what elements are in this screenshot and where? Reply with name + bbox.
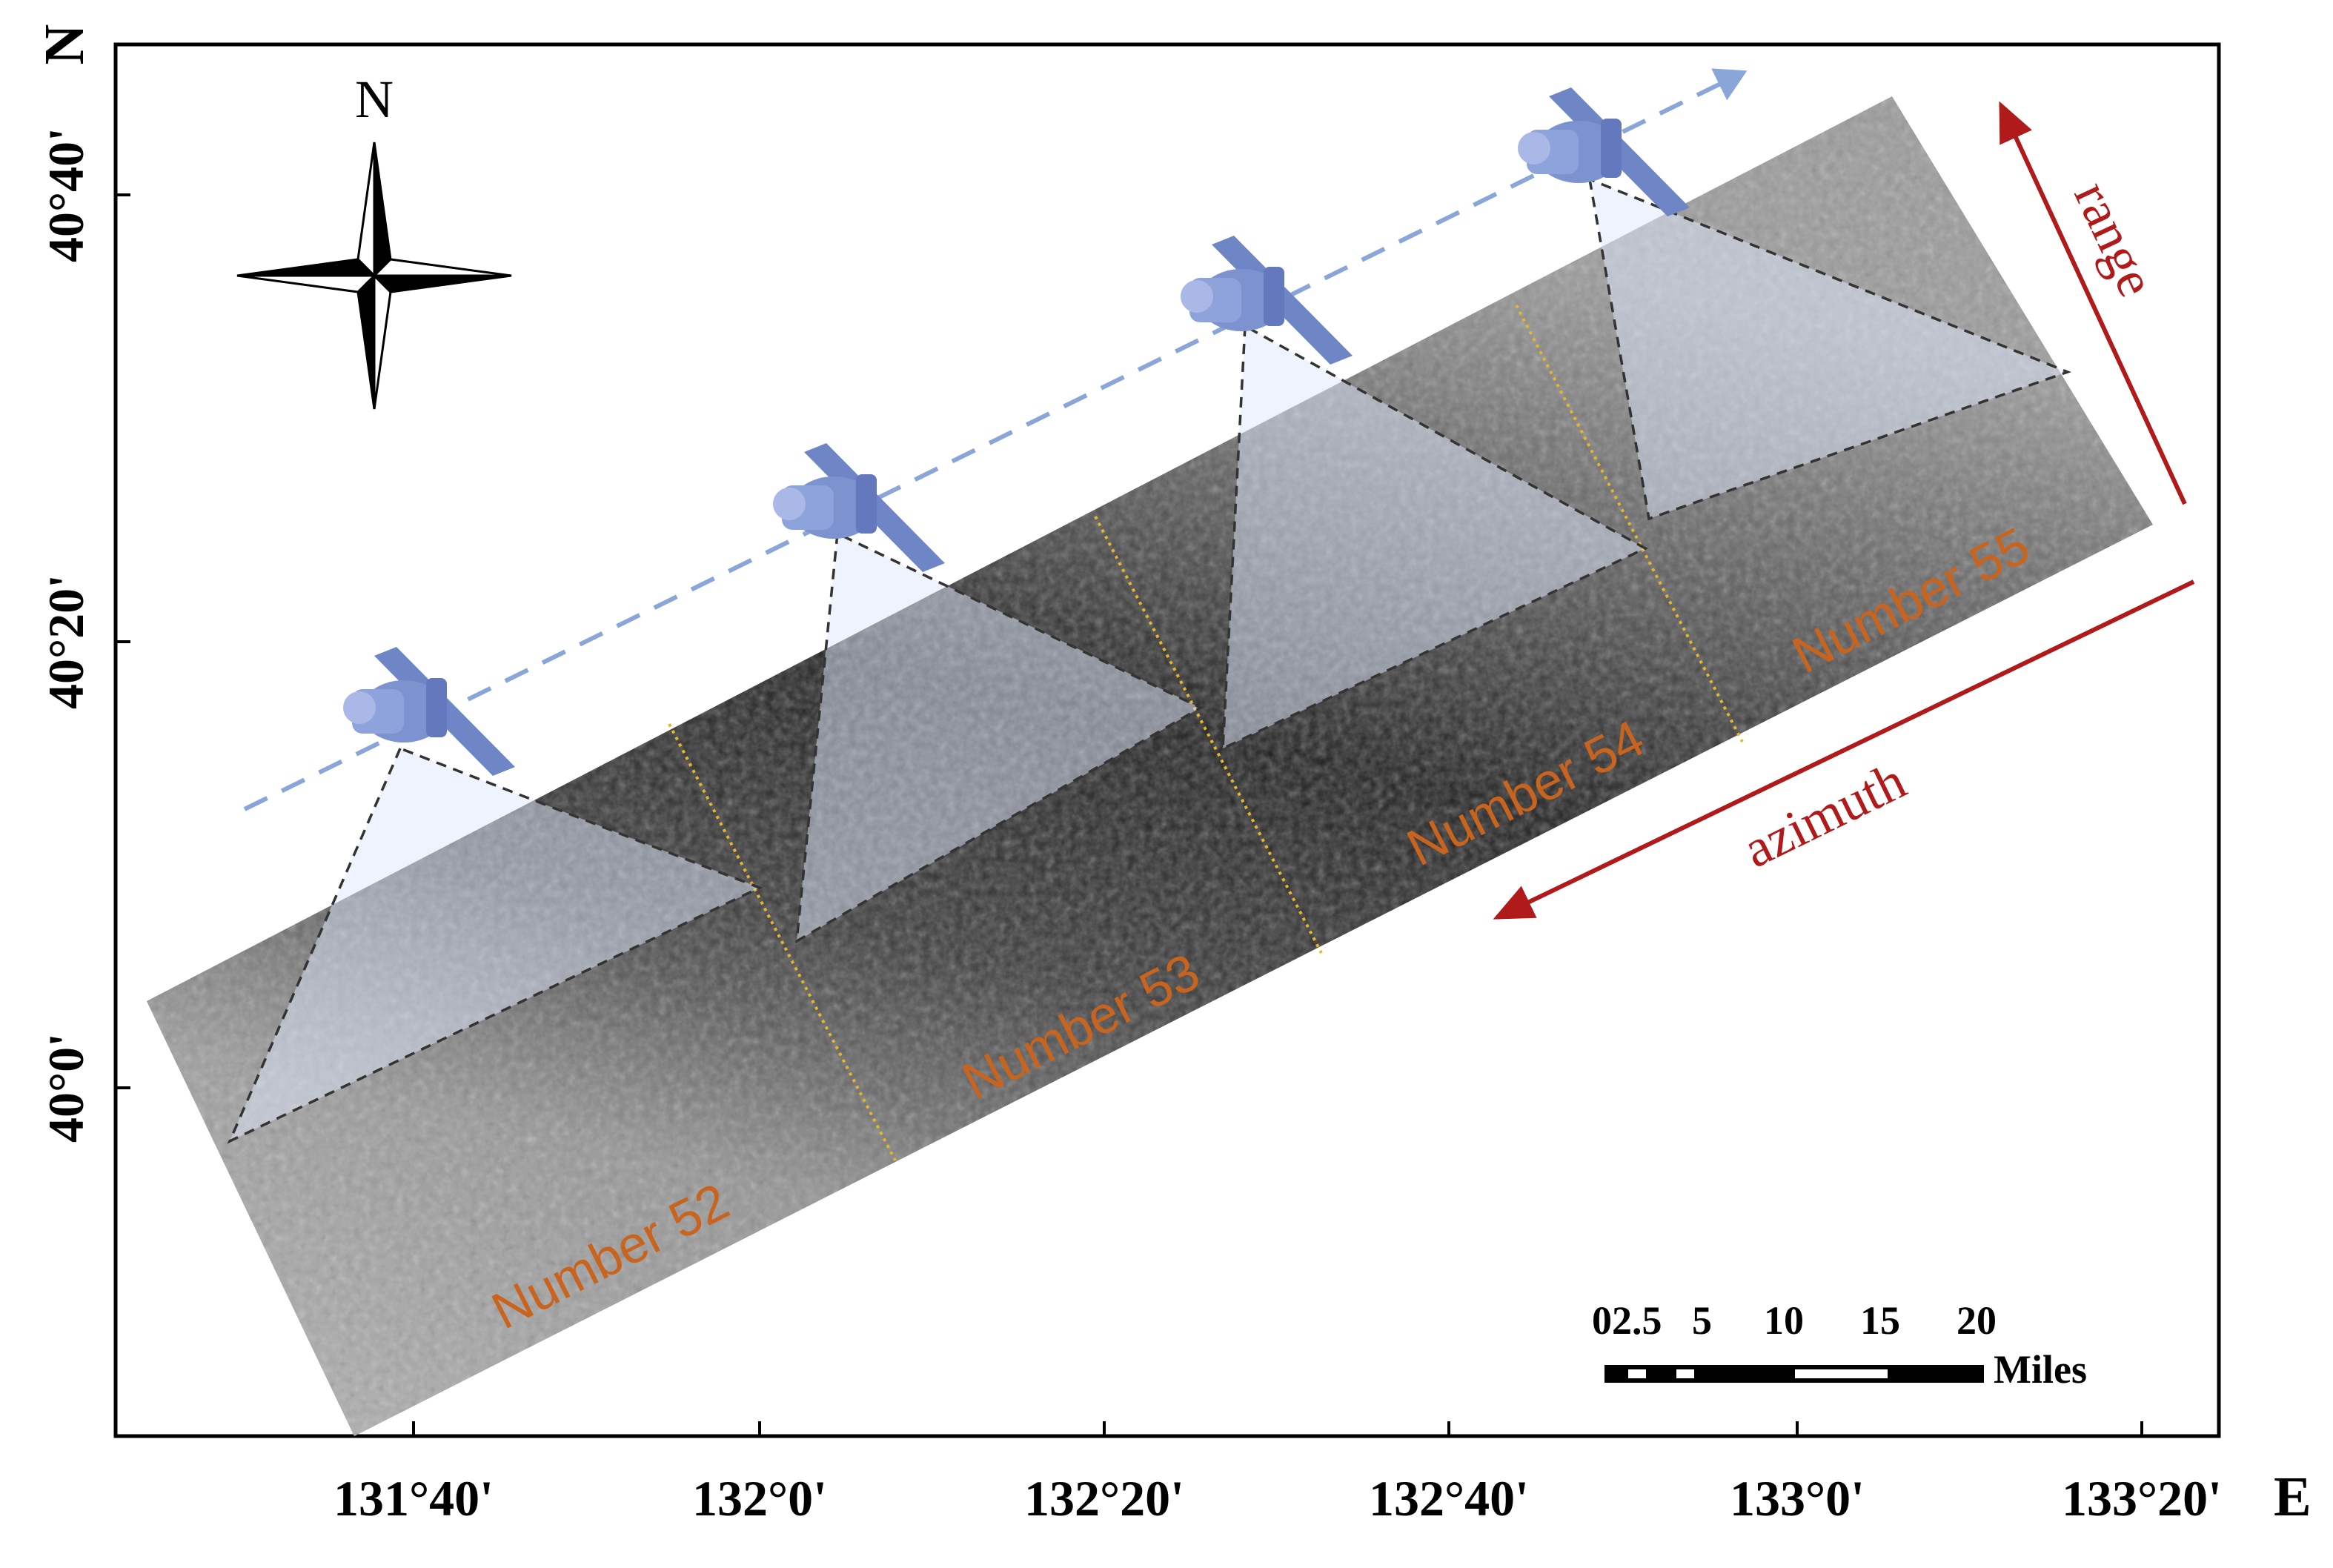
north-label: N (355, 70, 394, 129)
scale-bar-segment (1628, 1369, 1646, 1378)
satellite-icon (773, 443, 945, 572)
azimuth-arrow (1493, 579, 2195, 920)
y-axis-letter: N (33, 24, 96, 65)
range-label: range (2062, 173, 2166, 305)
x-axis: 131°40' 132°0' 132°20' 132°40' 133°0' 13… (333, 1421, 2312, 1528)
frame-boundary-52-53 (668, 723, 897, 1161)
x-tick-label: 133°20' (2062, 1470, 2222, 1527)
x-tick-label: 132°20' (1024, 1470, 1184, 1527)
frame-boundary-54-55 (1515, 305, 1744, 743)
scale-bar-segment (1795, 1369, 1888, 1378)
beam-footprint (1221, 324, 1648, 751)
x-axis-letter: E (2274, 1466, 2312, 1528)
scale-label-10: 10 (1764, 1298, 1804, 1343)
scale-bar-base (1604, 1365, 1984, 1383)
y-tick-label: 40°40' (38, 127, 94, 262)
map-frame (113, 42, 2221, 1438)
y-axis: 40°0' 40°20' 40°40' N (33, 24, 130, 1143)
scale-label-2-5: 2.5 (1612, 1298, 1662, 1343)
satellite-icon (343, 647, 515, 776)
x-tick-label: 133°0' (1730, 1470, 1865, 1527)
beam-footprints (227, 177, 2071, 1144)
scale-bar-segment (1676, 1369, 1694, 1378)
scale-label-5: 5 (1692, 1298, 1712, 1343)
beam-footprint (1587, 177, 2071, 521)
scale-label-15: 15 (1860, 1298, 1900, 1343)
north-arrow-icon (236, 142, 512, 410)
scale-label-0: 0 (1592, 1298, 1612, 1343)
beam-footprint (227, 746, 763, 1144)
x-tick-label: 131°40' (333, 1470, 494, 1527)
y-tick-label: 40°20' (38, 574, 94, 709)
scale-bar: 0 2.5 5 10 15 20 Miles (1592, 1298, 2087, 1392)
frame-boundary-53-54 (1094, 516, 1323, 954)
azimuth-label: azimuth (1734, 751, 1915, 880)
frame-boundaries (668, 305, 1744, 1161)
y-tick-label: 40°0' (38, 1033, 94, 1143)
x-tick-label: 132°0' (692, 1470, 827, 1527)
scale-unit-label: Miles (1994, 1347, 2087, 1392)
satellite-icon (1181, 236, 1353, 365)
x-tick-label: 132°40' (1369, 1470, 1529, 1527)
range-arrow (1999, 101, 2187, 505)
beam-footprint (794, 531, 1204, 944)
scale-label-20: 20 (1957, 1298, 1997, 1343)
satellite-icon (1518, 87, 1690, 216)
flight-path-arrow (243, 68, 1748, 811)
